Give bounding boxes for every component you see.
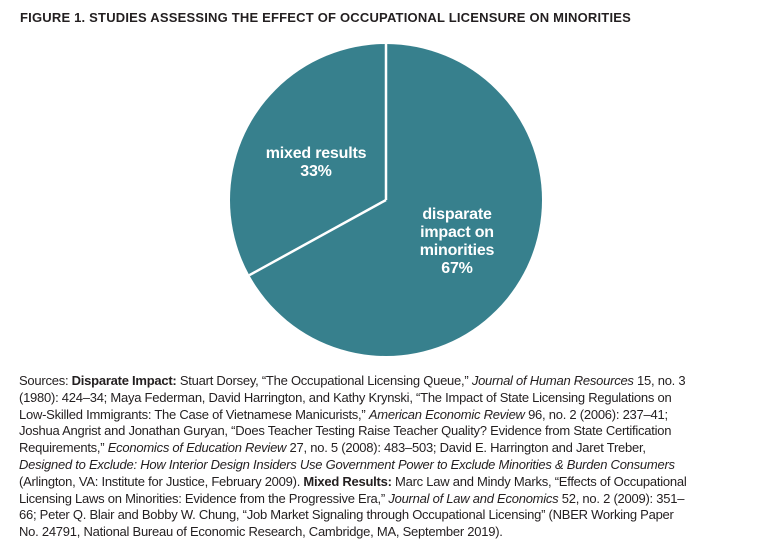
pie-label-disparate-impact: disparate impact on minorities 67% — [419, 206, 495, 278]
pie-label-mixed-results: mixed results 33% — [266, 145, 367, 181]
source-line: 66; Peter Q. Blair and Bobby W. Chung, “… — [19, 507, 764, 524]
source-line: (Arlington, VA: Institute for Justice, F… — [19, 474, 764, 491]
source-line: Low-Skilled Immigrants: The Case of Viet… — [19, 407, 764, 424]
source-run: (1980): 424–34; Maya Federman, David Har… — [19, 389, 672, 405]
sources-text: Sources: Disparate Impact: Stuart Dorsey… — [19, 373, 764, 541]
source-run: No. 24791, National Bureau of Economic R… — [19, 524, 503, 540]
source-line: Designed to Exclude: How Interior Design… — [19, 457, 764, 474]
pie-chart — [230, 44, 542, 356]
source-run: 15, no. 3 — [633, 373, 686, 388]
figure-title: FIGURE 1. STUDIES ASSESSING THE EFFECT O… — [20, 10, 631, 25]
source-run: Licensing Laws on Minorities: Evidence f… — [19, 490, 389, 506]
source-run: 27, no. 5 (2008): 483–503; David E. Harr… — [286, 440, 646, 456]
source-line: Requirements,” Economics of Education Re… — [19, 440, 764, 457]
source-run-italic: American Economic Review — [368, 406, 525, 422]
source-line: (1980): 424–34; Maya Federman, David Har… — [19, 390, 764, 407]
pie-label-line: impact on — [420, 224, 494, 241]
source-line: Licensing Laws on Minorities: Evidence f… — [19, 491, 764, 508]
source-run-italic: Economics of Education Review — [107, 440, 287, 456]
source-run: Joshua Angrist and Jonathan Guryan, “Doe… — [19, 423, 672, 439]
pie-label-line: mixed results — [265, 145, 367, 162]
pie-label-line: disparate — [422, 206, 492, 223]
pie-label-line: minorities — [419, 242, 495, 259]
source-run-italic: Journal of Human Resources — [471, 373, 634, 388]
source-run-bold: Mixed Results: — [303, 473, 396, 489]
source-run-italic: Designed to Exclude: How Interior Design… — [19, 456, 675, 472]
source-run: 52, no. 2 (2009): 351– — [558, 490, 685, 506]
source-run-bold: Disparate Impact: — [71, 373, 180, 388]
source-run: (Arlington, VA: Institute for Justice, F… — [19, 473, 304, 489]
slice-divider-line — [248, 198, 387, 277]
pie-svg — [230, 44, 542, 356]
source-run: Low-Skilled Immigrants: The Case of Viet… — [19, 406, 369, 422]
source-run: 66; Peter Q. Blair and Bobby W. Chung, “… — [19, 507, 674, 523]
source-run-italic: Journal of Law and Economics — [388, 490, 559, 506]
source-run: Sources: — [19, 373, 72, 388]
source-run: Stuart Dorsey, “The Occupational Licensi… — [179, 373, 472, 388]
source-run: Marc Law and Mindy Marks, “Effects of Oc… — [395, 473, 687, 489]
pie-label-line: 33% — [300, 163, 332, 180]
source-run: 96, no. 2 (2006): 237–41; — [524, 406, 668, 422]
source-line: Sources: Disparate Impact: Stuart Dorsey… — [19, 373, 764, 390]
source-run: Requirements,” — [19, 440, 108, 456]
source-line: Joshua Angrist and Jonathan Guryan, “Doe… — [19, 423, 764, 440]
source-line: No. 24791, National Bureau of Economic R… — [19, 524, 764, 541]
pie-label-line: 67% — [441, 260, 473, 277]
